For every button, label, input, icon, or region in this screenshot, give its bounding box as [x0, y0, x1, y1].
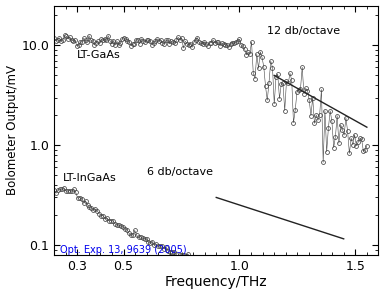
Text: Opt. Exp. 13, 9639 (2005): Opt. Exp. 13, 9639 (2005)	[60, 245, 187, 255]
Text: LT-GaAs: LT-GaAs	[77, 50, 121, 60]
X-axis label: Frequency/THz: Frequency/THz	[165, 276, 268, 289]
Text: 12 db/octave: 12 db/octave	[267, 26, 340, 36]
Text: LT-InGaAs: LT-InGaAs	[63, 173, 117, 183]
Text: 6 db/octave: 6 db/octave	[147, 167, 213, 177]
Y-axis label: Bolometer Output/mV: Bolometer Output/mV	[5, 65, 18, 195]
